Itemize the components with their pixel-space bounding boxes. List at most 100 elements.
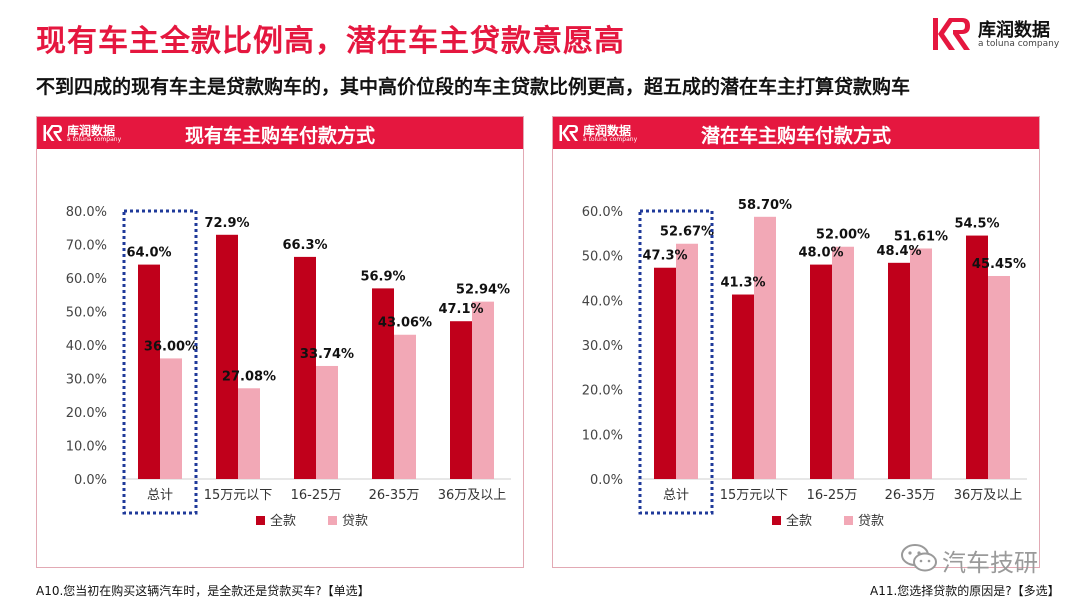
data-label: 72.9% xyxy=(204,216,249,231)
brand-name: 库润数据 xyxy=(978,20,1050,41)
bar-full xyxy=(450,321,472,479)
x-tick-label: 15万元以下 xyxy=(204,488,273,503)
data-label: 52.67% xyxy=(660,225,714,240)
bar-full xyxy=(294,256,316,479)
bar-full xyxy=(888,262,910,479)
legend-swatch-full xyxy=(772,516,781,525)
bar-loan xyxy=(472,301,494,479)
panel-logo-name: 库润数据 xyxy=(67,124,116,138)
current-owners-chart: 0.0% 10.0% 20.0% 30.0% 40.0% 50.0% 60.0% 70.0% 8… xyxy=(66,205,511,529)
bar-full xyxy=(216,234,238,479)
x-tick-label: 36万及以上 xyxy=(438,488,507,503)
x-tick-label: 总计 xyxy=(663,488,689,503)
data-label: 54.5% xyxy=(954,217,999,232)
y-tick-label: 80.0% xyxy=(66,205,107,220)
data-label: 45.45% xyxy=(972,257,1026,272)
legend-label: 全款 xyxy=(786,513,812,529)
chart-title: 现有车主购车付款方式 xyxy=(184,125,375,147)
y-tick-label: 40.0% xyxy=(582,294,623,309)
bar-full xyxy=(138,264,160,479)
data-label: 41.3% xyxy=(720,276,765,291)
chart-title: 潜在车主购车付款方式 xyxy=(700,125,891,147)
y-tick-label: 50.0% xyxy=(66,306,107,321)
data-label: 58.70% xyxy=(738,198,792,213)
kr-logo-icon xyxy=(559,125,578,141)
bar-full xyxy=(810,264,832,479)
data-label: 56.9% xyxy=(360,269,405,284)
panel-logo-tagline: a toluna company xyxy=(67,136,122,143)
y-tick-label: 20.0% xyxy=(66,406,107,421)
bar-loan xyxy=(676,243,698,479)
y-tick-label: 50.0% xyxy=(582,250,623,265)
x-tick-label: 36万及以上 xyxy=(954,488,1023,503)
bar-full xyxy=(732,294,754,479)
page-title: 现有车主全款比例高，潜在车主贷款意愿高 xyxy=(36,24,625,59)
highlight-box xyxy=(122,209,198,515)
panel-logo-tagline: a toluna company xyxy=(583,136,638,143)
legend-swatch-loan xyxy=(328,516,337,525)
bar-loan xyxy=(394,334,416,479)
data-label: 43.06% xyxy=(378,316,432,331)
highlight-box xyxy=(638,209,714,515)
y-tick-label: 30.0% xyxy=(66,373,107,388)
data-label: 48.4% xyxy=(876,244,921,259)
kr-logo-icon xyxy=(933,18,970,50)
legend-label: 贷款 xyxy=(342,514,368,529)
data-label: 33.74% xyxy=(300,347,354,362)
bar-full xyxy=(372,288,394,479)
legend-label: 贷款 xyxy=(858,514,884,529)
y-tick-label: 0.0% xyxy=(590,473,623,488)
data-label: 48.0% xyxy=(798,246,843,261)
bar-full xyxy=(966,235,988,479)
x-tick-label: 15万元以下 xyxy=(720,488,789,503)
data-label: 51.61% xyxy=(894,229,948,244)
x-tick-label: 26-35万 xyxy=(885,488,936,503)
data-label: 47.3% xyxy=(642,249,687,264)
panel-potential-owners: 库润数据 a toluna company 潜在车主购车付款方式 0.0% 10.… xyxy=(552,116,1040,568)
bar-loan xyxy=(160,358,182,479)
bar-loan xyxy=(754,216,776,479)
bar-loan xyxy=(910,248,932,479)
bar-loan xyxy=(238,388,260,479)
panel-header: 库润数据 a toluna company 潜在车主购车付款方式 xyxy=(553,117,1039,149)
wechat-icon xyxy=(901,544,937,572)
y-tick-label: 10.0% xyxy=(582,428,623,443)
kr-logo-icon xyxy=(43,125,62,141)
bar-loan xyxy=(832,246,854,479)
watermark-text: 汽车技研 xyxy=(942,549,1038,577)
y-tick-label: 60.0% xyxy=(66,272,107,287)
panel-header: 库润数据 a toluna company 现有车主购车付款方式 xyxy=(37,117,523,149)
y-tick-label: 0.0% xyxy=(74,473,107,488)
x-tick-label: 16-25万 xyxy=(807,488,858,503)
brand-tagline: a toluna company xyxy=(978,39,1060,49)
bar-loan xyxy=(988,275,1010,479)
data-label: 66.3% xyxy=(282,238,327,253)
y-tick-label: 20.0% xyxy=(582,384,623,399)
brand-logo: 库润数据 a toluna company xyxy=(932,16,1064,52)
panel-logo: 库润数据 a toluna company xyxy=(43,122,123,146)
data-label: 27.08% xyxy=(222,369,276,384)
y-tick-label: 30.0% xyxy=(582,339,623,354)
x-tick-label: 26-35万 xyxy=(369,488,420,503)
data-label: 52.94% xyxy=(456,283,510,298)
data-label: 64.0% xyxy=(126,246,171,261)
panel-logo-name: 库润数据 xyxy=(583,124,632,138)
data-label: 52.00% xyxy=(816,228,870,243)
footnote-question-a10: A10.您当初在购买这辆汽车时，是全款还是贷款买车?【单选】 xyxy=(36,584,370,598)
legend-label: 全款 xyxy=(270,513,296,529)
footnote-question-a11: A11.您选择贷款的原因是?【多选】 xyxy=(870,584,1060,598)
legend-swatch-loan xyxy=(844,516,853,525)
y-tick-label: 60.0% xyxy=(582,205,623,220)
data-label: 36.00% xyxy=(144,339,198,354)
bar-loan xyxy=(316,365,338,479)
page-subtitle: 不到四成的现有车主是贷款购车的，其中高价位段的车主贷款比例更高，超五成的潜在车主… xyxy=(36,76,911,98)
x-tick-label: 总计 xyxy=(147,488,173,503)
y-tick-label: 40.0% xyxy=(66,339,107,354)
x-tick-label: 16-25万 xyxy=(291,488,342,503)
potential-owners-chart: 0.0% 10.0% 20.0% 30.0% 40.0% 50.0% 60.0% 总计 15万元… xyxy=(582,198,1027,529)
panel-current-owners: 库润数据 a toluna company 现有车主购车付款方式 0.0% 10.… xyxy=(36,116,524,568)
data-label: 47.1% xyxy=(438,302,483,317)
legend-swatch-full xyxy=(256,516,265,525)
wechat-watermark: 汽车技研 xyxy=(900,541,1064,577)
bar-full xyxy=(654,267,676,479)
